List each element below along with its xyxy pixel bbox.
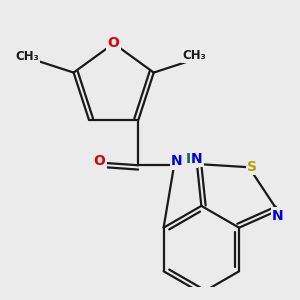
Text: O: O <box>94 154 105 168</box>
Text: H: H <box>185 152 197 166</box>
Text: N: N <box>171 154 183 168</box>
Text: O: O <box>108 37 120 50</box>
Text: CH₃: CH₃ <box>182 49 206 62</box>
Text: CH₃: CH₃ <box>15 50 39 63</box>
Text: N: N <box>191 152 203 166</box>
Text: N: N <box>272 208 284 223</box>
Text: S: S <box>247 160 257 174</box>
